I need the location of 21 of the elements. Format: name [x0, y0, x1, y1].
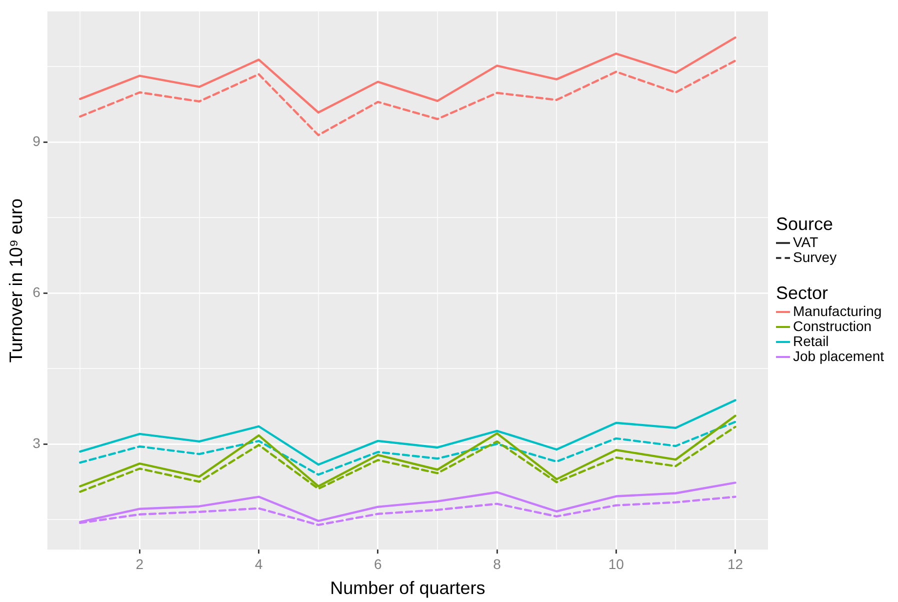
text: VAT	[793, 234, 818, 250]
line-series	[79, 60, 736, 136]
legend-label: Construction	[793, 318, 872, 334]
y-tick-label: 3	[32, 434, 41, 451]
x-axis-title: Number of quarters	[330, 578, 486, 598]
y-axis-title: Turnover in 10⁹ euro	[6, 198, 26, 363]
x-tick-label: 8	[493, 556, 502, 572]
y-tick-label: 9	[32, 133, 41, 150]
x-tick-label: 4	[254, 556, 263, 572]
legend-label: Retail	[793, 333, 829, 349]
text: Source	[776, 214, 834, 235]
line-series	[79, 420, 736, 476]
x-tick-label: 2	[136, 556, 144, 572]
x-tick-label: 6	[374, 556, 382, 572]
legend-label: Manufacturing	[793, 303, 882, 319]
legend-label: Job placement	[793, 348, 884, 364]
y-tick-label: 6	[32, 284, 41, 300]
x-tick-label: 10	[608, 556, 624, 572]
x-tick-label: 12	[727, 556, 744, 572]
legend-title: Sector	[776, 283, 830, 304]
text: Survey	[793, 249, 837, 265]
